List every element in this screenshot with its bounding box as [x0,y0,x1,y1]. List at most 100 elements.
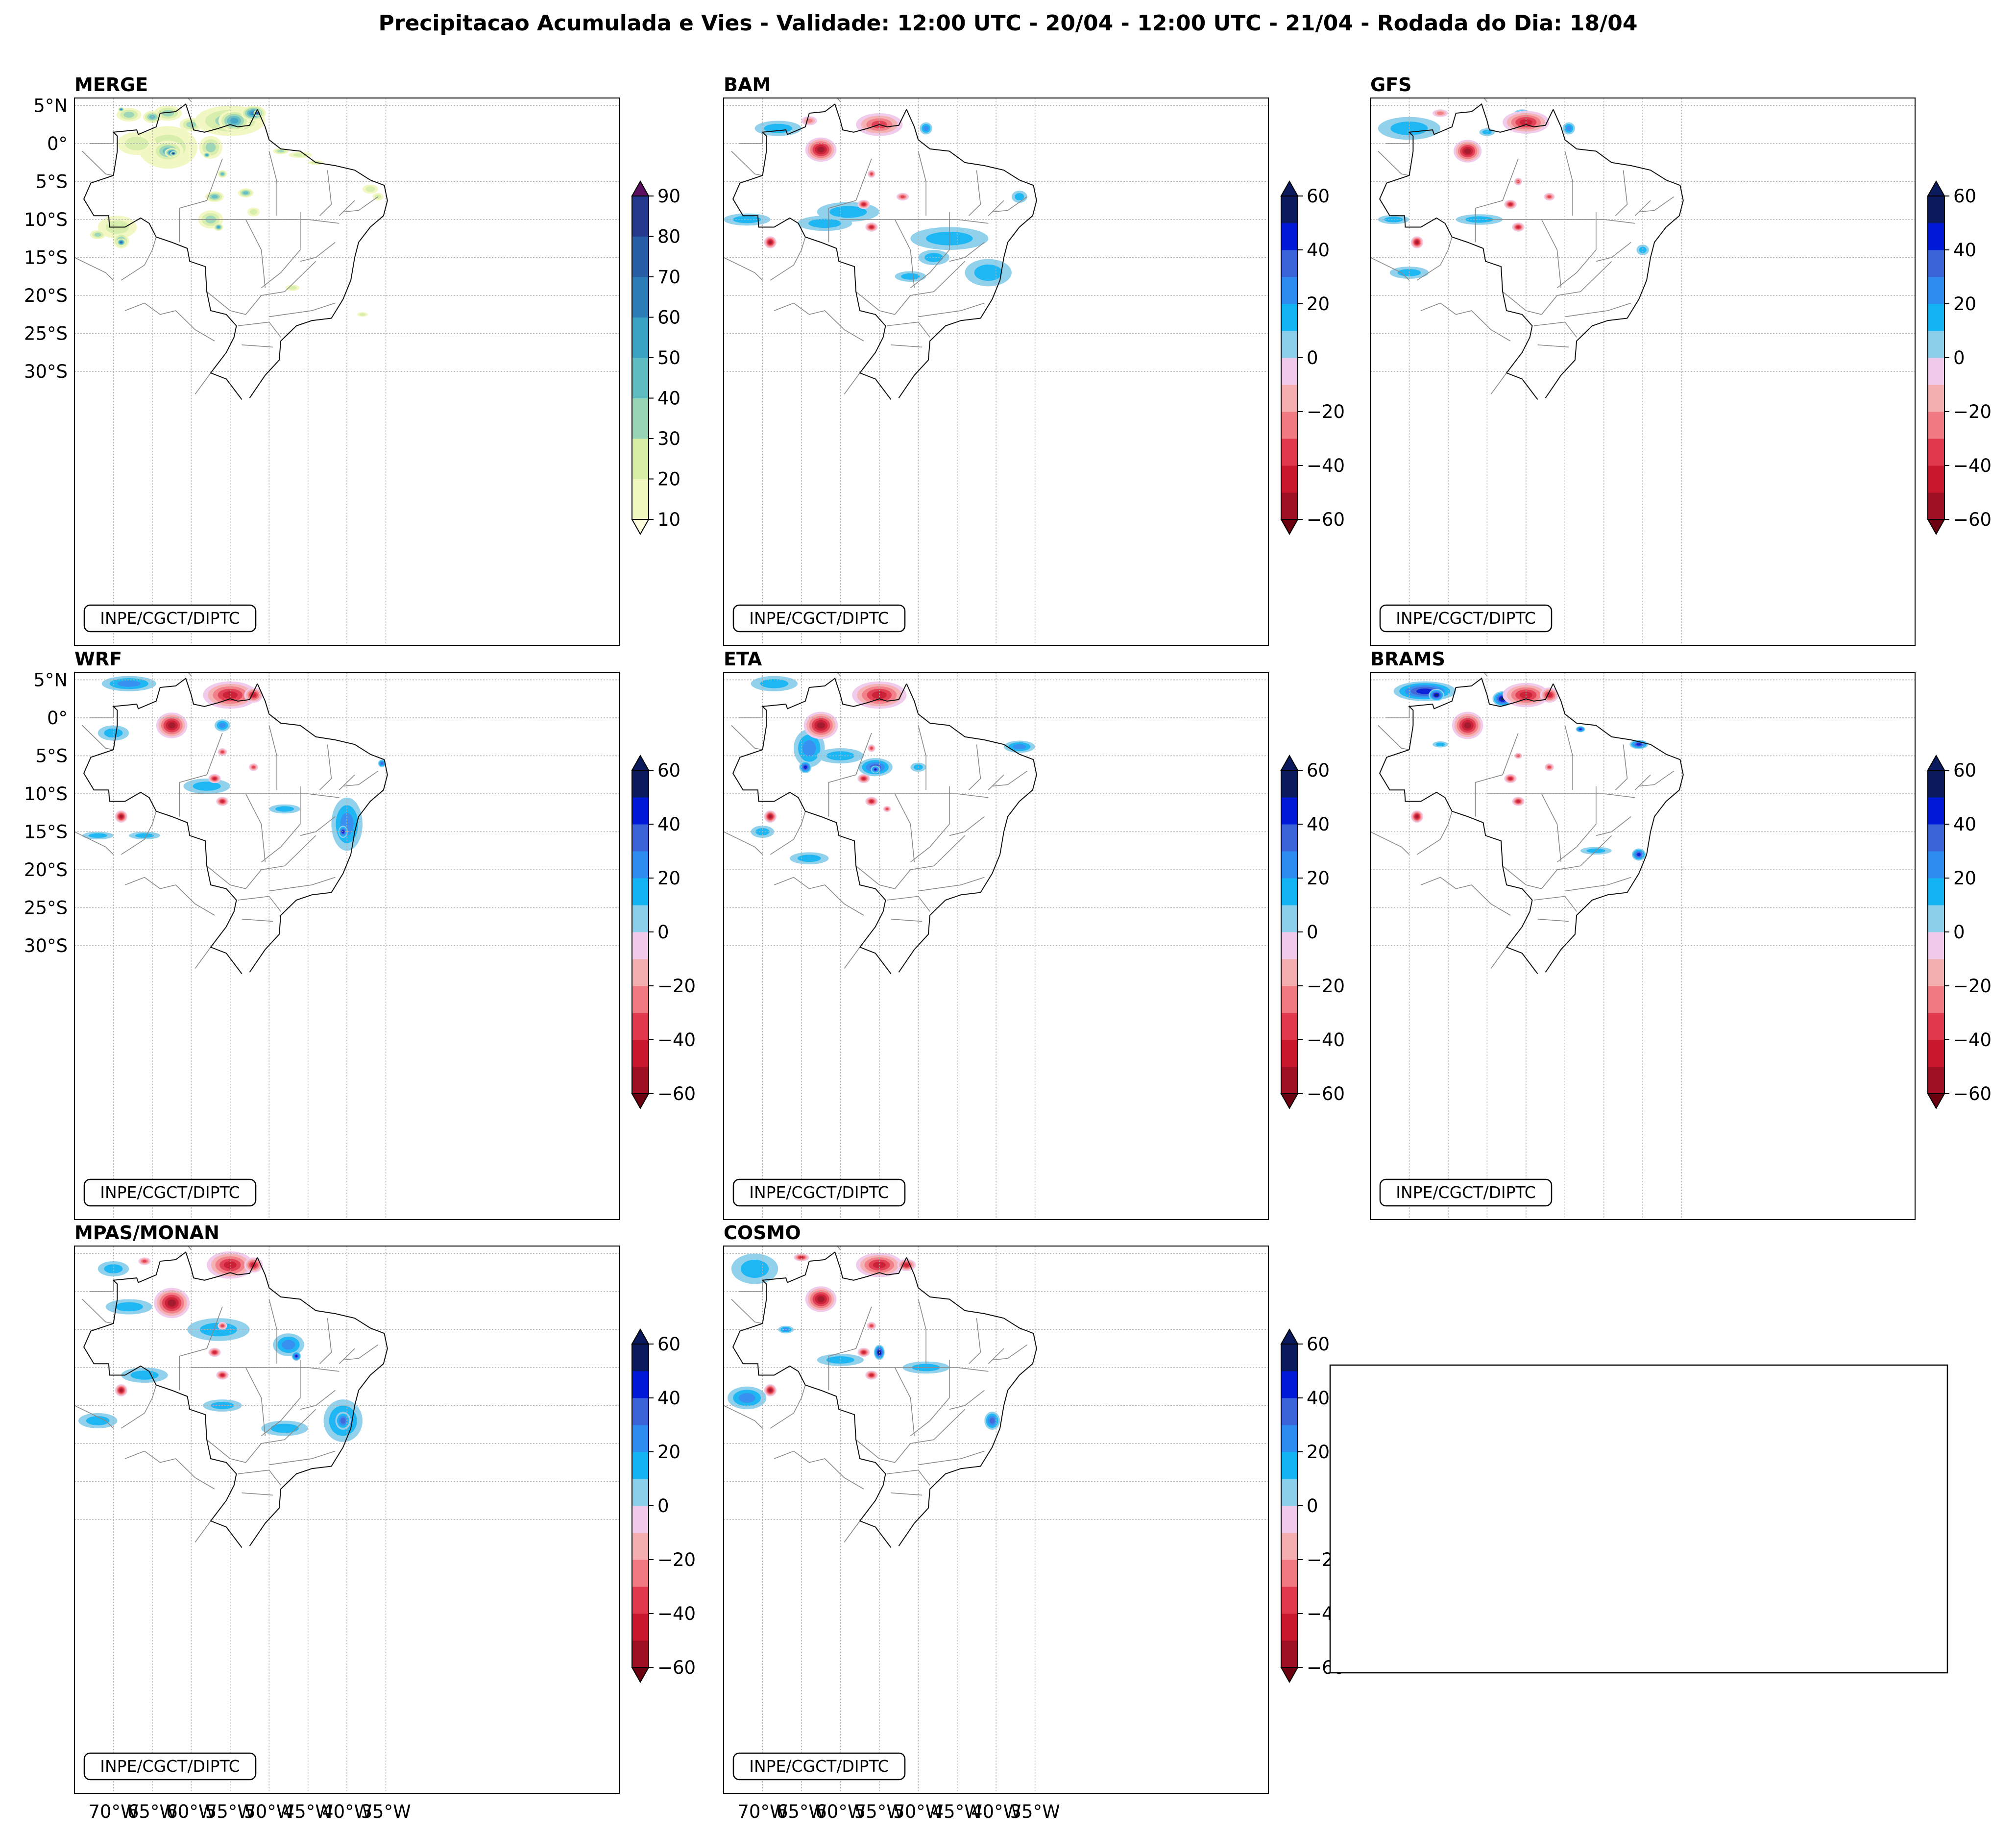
wet-bias-cell-level [219,723,226,728]
dry-bias-cell-level [120,815,123,818]
colorbar-tick-label: −20 [657,1549,696,1570]
credit-box: INPE/CGCT/DIPTC [732,1752,906,1781]
field-layer [90,105,384,317]
state-border [855,291,895,315]
state-border [339,1348,355,1364]
precip-cell-level [94,233,101,237]
colorbar-tick-label: 10 [657,509,680,530]
colorbar-extend-low [1927,519,1945,536]
colorbar-band [1928,770,1944,798]
state-border [724,831,763,855]
state-border [770,237,806,281]
dry-bias-cell-level [1508,203,1512,206]
state-border [894,1409,966,1463]
colorbar-tick-label: 0 [1307,922,1318,943]
colorbar-band [1281,304,1298,331]
state-border [724,257,763,281]
state-border [1421,302,1511,342]
colorbar-tick-label: −20 [1953,976,1992,997]
state-border [739,132,763,144]
colorbar-band [1281,797,1298,825]
state-border [206,865,246,889]
colorbar-band [632,277,649,318]
dry-bias-cell-level [1519,691,1532,699]
state-border [992,1344,1028,1361]
colorbar: −60 −40 −20 0 20 40 60 [1927,180,1992,536]
state-border [828,158,872,243]
lat-label: 0° [47,708,68,729]
state-border [887,896,930,912]
colorbar-band [632,1067,649,1094]
state-border [891,344,923,348]
dry-bias-cell-level [220,751,224,754]
credit-box: INPE/CGCT/DIPTC [83,1178,257,1207]
colorbar-extend-high [1927,180,1945,196]
map-area [74,98,619,645]
dry-bias-cell-level [862,203,866,206]
wet-bias-cell-level [1434,693,1438,697]
country-border [83,1251,258,1548]
state-border [194,947,211,969]
state-border [191,219,340,224]
state-border [918,877,985,892]
map-panel: MPAS/MONAN INPE/CGCT/DIPTC 70°W65°W60°W55°… [74,1222,620,1822]
credit-text: INPE/CGCT/DIPTC [1396,1183,1536,1202]
colorbar-band [632,1425,649,1452]
colorbar-extend-low [631,1667,650,1684]
wet-bias-cell-level [1416,688,1433,694]
wet-bias-cell-level [974,264,1002,281]
lon-label: 50°W [244,1801,294,1822]
colorbar-band [1281,412,1298,439]
state-border [245,793,266,862]
state-border [910,1360,950,1437]
state-border [90,132,114,144]
state-border [187,672,192,677]
colorbar-tick-label: 20 [1307,868,1330,889]
colorbar-band [632,1452,649,1479]
map-frame [74,1246,620,1794]
dry-bias-cell-level [220,1374,224,1376]
colorbar-extend-high [1927,754,1945,771]
colorbar-band [1281,959,1298,986]
colorbar-tick-label: −20 [657,976,696,997]
colorbar-tick-label: 60 [657,1334,680,1355]
credit-text: INPE/CGCT/DIPTC [100,609,240,628]
state-border [918,151,926,216]
wet-bias-cell-level [88,833,107,838]
state-border [268,725,277,790]
colorbar-band [1928,196,1944,223]
wet-bias-cell-level [193,782,221,791]
state-border [268,151,277,216]
colorbar-band [1281,1533,1298,1560]
state-border [269,1450,336,1466]
dry-bias-cell-level [870,226,874,228]
colorbar-band [1928,1040,1944,1067]
colorbar-extend-low [631,519,650,536]
colorbar-tick-label: 90 [657,186,680,207]
credit-box: INPE/CGCT/DIPTC [1379,1178,1553,1207]
state-border [1565,302,1631,318]
dry-bias-cell-level [1464,148,1471,154]
state-border [731,725,763,750]
wet-bias-cell-level [797,855,821,862]
dry-bias-cell-level [1415,241,1419,244]
state-border [844,947,860,969]
colorbar-tick-label: −60 [1953,509,1992,530]
colorbar-band [632,479,649,520]
state-border [1370,257,1410,281]
dry-bias-cell-level [1516,800,1520,803]
lat-label: 15°S [24,247,68,269]
dry-bias-cell-level [1437,111,1444,115]
wet-bias-cell-level [738,1393,755,1403]
state-border [82,1298,114,1324]
colorbar-band [1928,465,1944,493]
field-layer [82,676,386,851]
state-border [1502,865,1542,889]
wet-bias-cell-level [270,1423,299,1433]
map-panel: WRF INPE/CGCT/DIPTC 5°N 0° 5°S 10°S 15°S 20°S 25… [24,648,620,1220]
colorbar-band [1281,824,1298,852]
colorbar-band [1281,1371,1298,1398]
dry-bias-cell-level [1548,766,1551,769]
